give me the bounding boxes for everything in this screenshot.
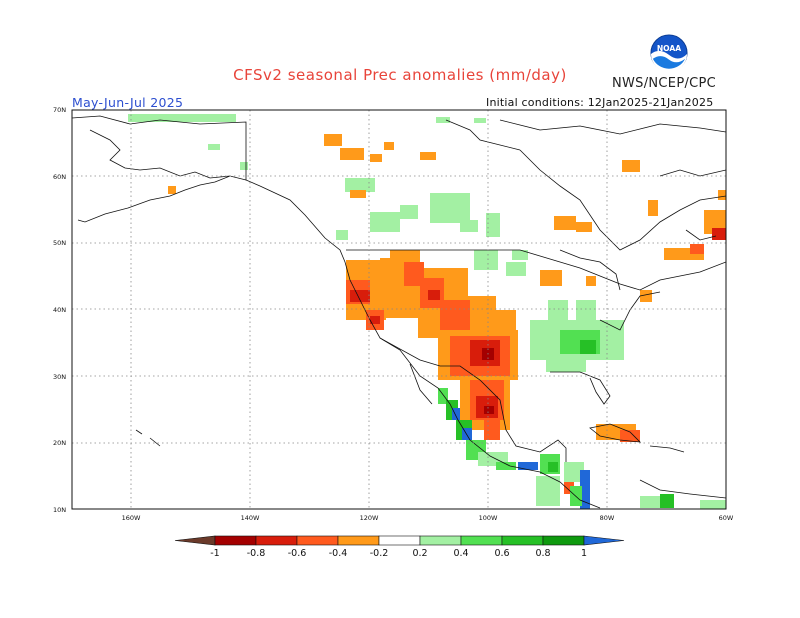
colorbar-label: 0.6 xyxy=(494,548,509,559)
lat-label: 50N xyxy=(53,239,66,247)
colorbar-label: -0.8 xyxy=(247,548,266,559)
colorbar-label: 0.8 xyxy=(535,548,550,559)
colorbar-swatch xyxy=(296,535,339,546)
map-frame xyxy=(71,109,727,510)
colorbar-label: -0.4 xyxy=(329,548,348,559)
longitude-labels: 160W 140W 120W 100W 80W 60W xyxy=(122,514,734,522)
graticule xyxy=(72,110,726,509)
colorbar-swatch xyxy=(460,535,503,546)
colorbar-swatch xyxy=(255,535,298,546)
colorbar-labels: -1 -0.8 -0.6 -0.4 -0.2 0.2 0.4 0.6 0.8 1 xyxy=(210,548,587,559)
latitude-labels: 70N 60N 50N 40N 30N 20N 10N xyxy=(53,106,66,514)
colorbar-label: -0.6 xyxy=(288,548,307,559)
lon-label: 100W xyxy=(479,514,498,522)
colorbar-label: 0.4 xyxy=(453,548,468,559)
colorbar-label: 1 xyxy=(581,548,587,559)
colorbar-label: -1 xyxy=(210,548,219,559)
colorbar-swatch xyxy=(501,535,544,546)
colorbar-swatch xyxy=(542,535,585,546)
lon-label: 160W xyxy=(122,514,141,522)
colorbar-swatch xyxy=(337,535,380,546)
lon-label: 80W xyxy=(600,514,615,522)
lat-label: 40N xyxy=(53,306,66,314)
anomaly-layer xyxy=(128,114,726,509)
noaa-logo-icon: NOAA xyxy=(650,34,688,72)
colorbar-right-arrow xyxy=(583,535,625,546)
svg-text:NOAA: NOAA xyxy=(657,44,681,53)
positive-anomaly-patch xyxy=(128,114,236,122)
lat-label: 20N xyxy=(53,439,66,447)
colorbar-swatch xyxy=(419,535,462,546)
season-label: May-Jun-Jul 2025 xyxy=(72,95,184,110)
colorbar-swatch xyxy=(214,535,257,546)
lon-label: 60W xyxy=(719,514,734,522)
coastline-layer xyxy=(72,115,726,509)
colorbar xyxy=(174,535,625,546)
colorbar-left-arrow xyxy=(174,535,216,546)
colorbar-label: -0.2 xyxy=(370,548,389,559)
lon-label: 120W xyxy=(360,514,379,522)
lat-label: 30N xyxy=(53,373,66,381)
initial-conditions-label: Initial conditions: 12Jan2025-21Jan2025 xyxy=(486,96,714,109)
lat-label: 60N xyxy=(53,173,66,181)
agency-label: NWS/NCEP/CPC xyxy=(612,76,717,91)
lon-label: 140W xyxy=(241,514,260,522)
lat-label: 10N xyxy=(53,506,66,514)
colorbar-label: 0.2 xyxy=(412,548,427,559)
lat-label: 70N xyxy=(53,106,66,114)
colorbar-swatch xyxy=(378,535,421,546)
chart-title: CFSv2 seasonal Prec anomalies (mm/day) xyxy=(233,66,567,84)
